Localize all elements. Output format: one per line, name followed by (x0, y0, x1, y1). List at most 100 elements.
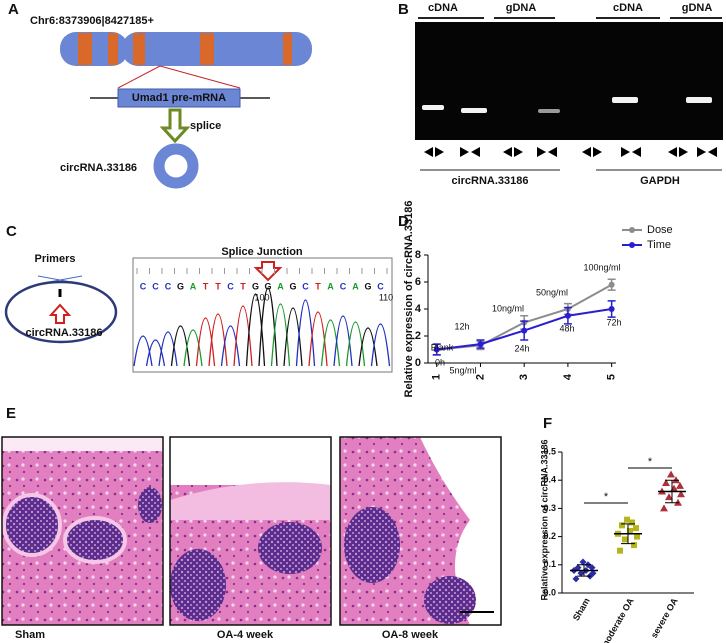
lane-label: gDNA (506, 2, 537, 14)
junction-arrow (48, 303, 72, 324)
primer-arrow (632, 147, 641, 157)
junction-label: Splice Junction (221, 246, 303, 258)
histology-image (1, 436, 164, 626)
base-letter: T (315, 281, 321, 291)
annotation: 24h (514, 343, 529, 353)
primer-arrow (435, 147, 444, 157)
peak (208, 313, 228, 367)
base-letter: C (227, 281, 234, 291)
base-letter: T (215, 281, 221, 291)
panel-label: E (6, 405, 16, 422)
splice-arrow (159, 108, 191, 144)
base-letter: G (364, 281, 371, 291)
legend-marker (629, 227, 635, 233)
y-tick-label: 0.0 (543, 587, 556, 597)
point (577, 569, 585, 577)
primer-arrow (514, 147, 523, 157)
panel-e: Sham OA-4 week OA-8 week (1, 436, 502, 641)
annotation: 12h (454, 321, 469, 331)
y-tick-label: 8 (415, 249, 421, 261)
y-tick-label: 0.5 (543, 446, 556, 456)
panel-b: cDNA gDNA cDNA gDNA circRNA.33186 GAPDH (415, 2, 723, 187)
panel-label: A (8, 1, 19, 18)
histology-image (339, 436, 502, 626)
primer-arrow (548, 147, 557, 157)
x-tick-label: moderate OA (599, 596, 636, 643)
point (662, 479, 670, 487)
primer-arrow (668, 147, 677, 157)
base-letter: C (340, 281, 347, 291)
point (624, 516, 630, 523)
base-letter: G (264, 281, 271, 291)
significance-label: * (648, 456, 653, 468)
chromosome-bands (78, 33, 292, 65)
significance-label: * (604, 491, 609, 503)
lane-label: cDNA (613, 2, 643, 14)
peak (170, 325, 191, 367)
panel-d: 0 2 4 6 8 1 2 3 4 5 Relative expression of circRNA… (403, 201, 673, 398)
point (477, 341, 484, 348)
circrna-label: circRNA.33186 (60, 162, 137, 174)
primers-label: Primers (35, 253, 76, 265)
peak (233, 305, 253, 367)
y-tick-label: 0 (415, 357, 421, 369)
peak (283, 307, 303, 367)
legend-label: Time (647, 239, 671, 251)
y-tick-label: 6 (415, 276, 421, 288)
point (572, 575, 580, 583)
y-tick-label: 0.1 (543, 559, 556, 569)
base-letter: A (277, 281, 284, 291)
x-tick-label: 2 (474, 374, 486, 380)
legend-marker (629, 242, 635, 248)
circle (4, 280, 118, 344)
y-axis-title: Relative expression of circRNA.33186 (403, 201, 415, 398)
primer-arrow (697, 147, 706, 157)
base-letter: A (327, 281, 334, 291)
annotation: Blank (431, 342, 454, 352)
peak (345, 321, 366, 367)
x-tick-label: severe OA (649, 596, 680, 640)
base-letter: T (203, 281, 209, 291)
annotation: 5ng/ml (449, 365, 476, 375)
peak (245, 293, 266, 367)
group-label: circRNA.33186 (451, 175, 528, 187)
circle-label: circRNA.33186 (25, 327, 102, 339)
gel (415, 22, 723, 140)
point (619, 522, 625, 529)
point (589, 569, 597, 577)
y-tick-label: 4 (415, 303, 422, 315)
group-label: Sham (15, 629, 45, 641)
group-label: OA-4 week (217, 629, 274, 641)
base-letter: C (140, 281, 147, 291)
base-position: 100 (254, 292, 269, 302)
peak (220, 325, 241, 367)
histology-image (169, 436, 332, 626)
point (633, 525, 639, 532)
base-letter: C (302, 281, 309, 291)
primer-arrow (679, 147, 688, 157)
x-tick-label: 1 (431, 374, 443, 380)
panel-a: Chr6:8373906|8427185+ Umad1 pre-mRNA spl… (30, 15, 312, 189)
peak (320, 319, 341, 367)
locus: Chr6:8373906|8427185+ (30, 15, 154, 27)
primer-arrow (503, 147, 512, 157)
base-letter: C (152, 281, 159, 291)
splice-label: splice (190, 120, 221, 132)
annotation: 72h (606, 317, 621, 327)
x-tick-label: 5 (606, 374, 618, 380)
point (676, 481, 684, 489)
point (634, 533, 640, 540)
point (574, 564, 582, 572)
peak (133, 335, 153, 367)
annotation: 48h (559, 323, 574, 333)
point (617, 547, 623, 554)
peak (295, 299, 316, 367)
primer-icons (424, 147, 717, 157)
panel-label: F (543, 415, 552, 432)
x-tick-label: 4 (562, 373, 574, 380)
primer-arrow (621, 147, 630, 157)
base-letter: G (252, 281, 259, 291)
panel-label: B (398, 1, 409, 18)
peak (270, 303, 291, 367)
